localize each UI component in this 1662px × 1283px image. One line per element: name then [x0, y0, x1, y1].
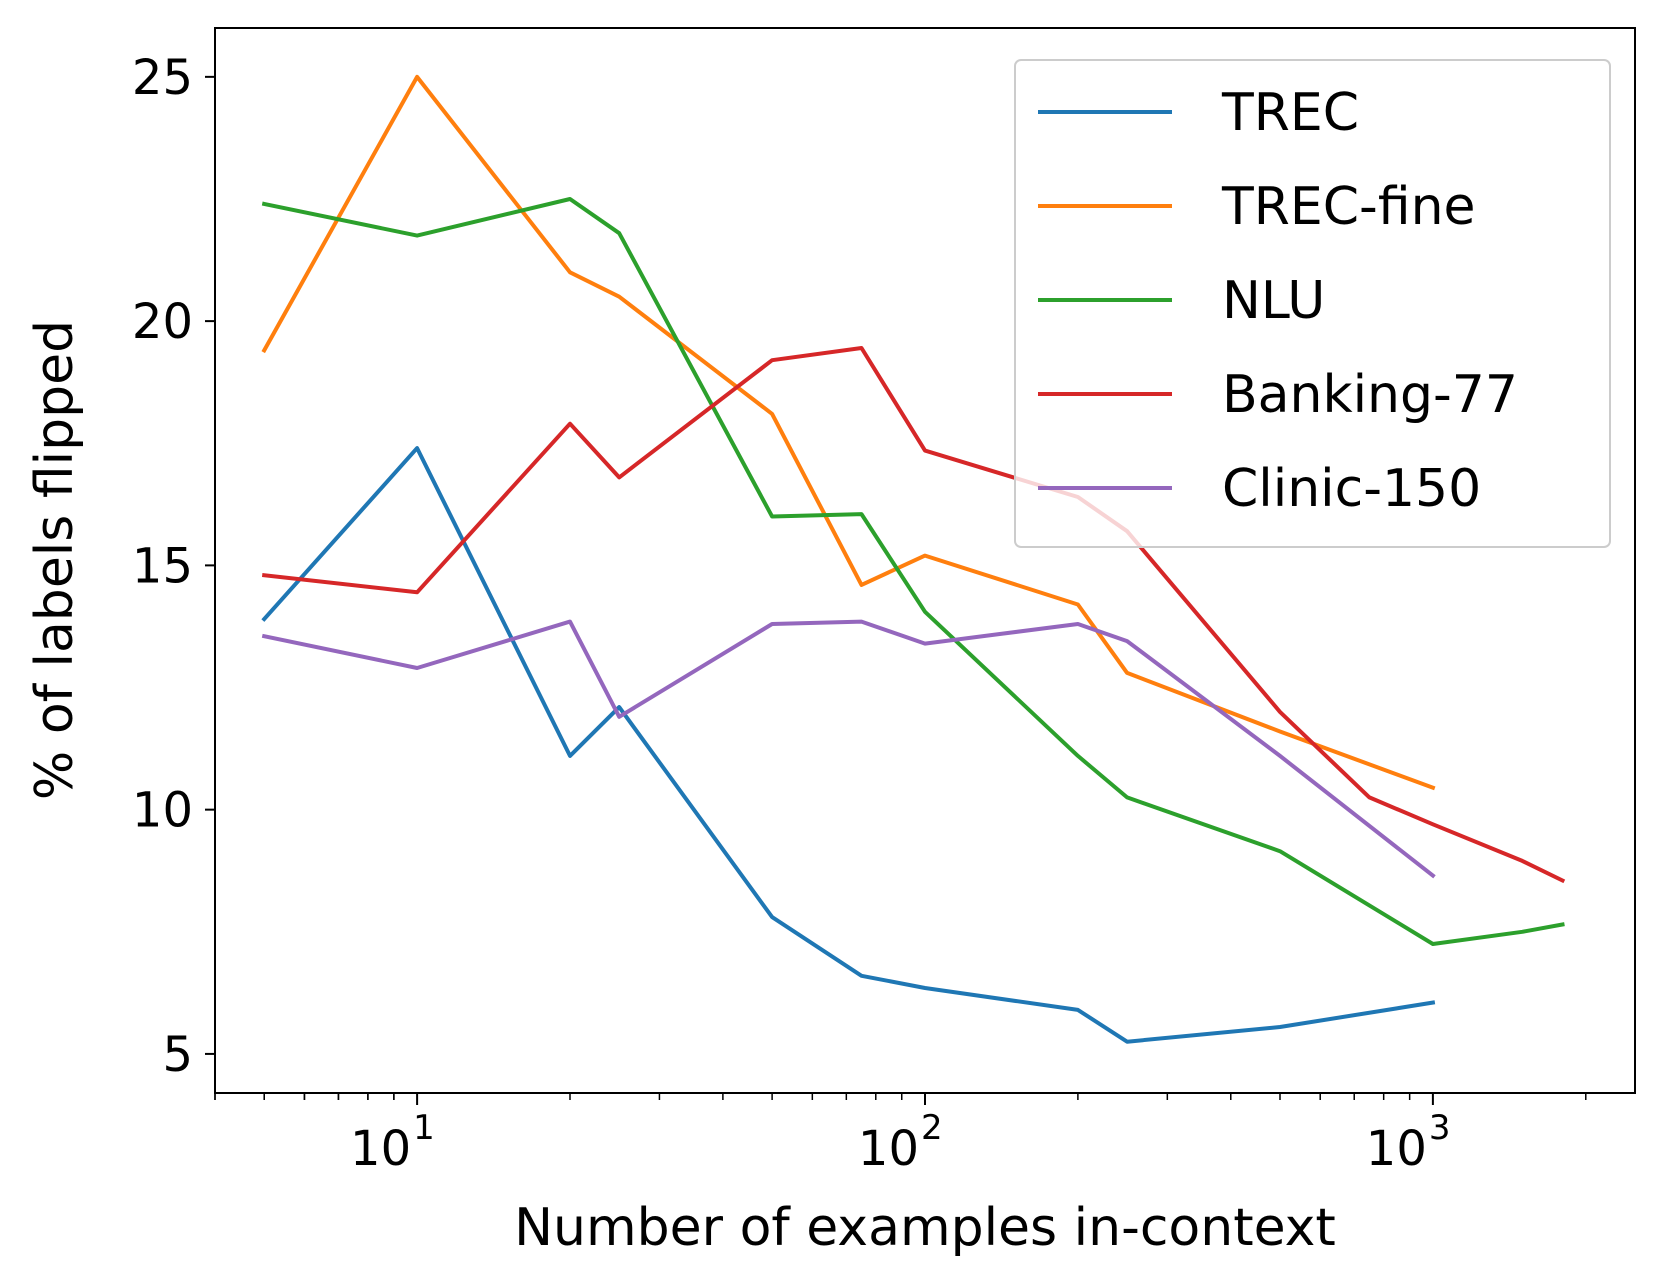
x-tick-exponent: 2	[921, 1108, 943, 1148]
x-tick-base: 10	[1366, 1121, 1427, 1177]
legend-label: Banking-77	[1222, 365, 1518, 425]
x-tick-label: 10 1	[350, 1108, 435, 1177]
x-tick-label: 10 2	[858, 1108, 943, 1177]
y-tick-label: 5	[162, 1027, 193, 1083]
legend: TREC TREC-fine NLU Banking-77 Clinic-150	[1014, 59, 1611, 548]
legend-label: TREC-fine	[1221, 177, 1476, 237]
x-axis-label: Number of examples in-context	[514, 1198, 1336, 1258]
x-tick-base: 10	[858, 1121, 919, 1177]
legend-box	[1014, 59, 1611, 548]
y-tick-label: 10	[132, 783, 193, 839]
legend-label: Clinic-150	[1222, 459, 1481, 519]
series-layer	[261, 74, 1566, 1044]
legend-label: TREC	[1221, 83, 1359, 143]
y-tick-label: 15	[132, 538, 193, 594]
series-line-3	[261, 346, 1566, 884]
x-tick-base: 10	[350, 1121, 411, 1177]
x-tick-exponent: 1	[413, 1108, 435, 1148]
series-line-4	[261, 619, 1436, 879]
y-tick-label: 20	[132, 294, 193, 350]
series-line-1	[261, 74, 1436, 791]
legend-label: NLU	[1222, 271, 1325, 331]
x-tick-label: 10 3	[1366, 1108, 1451, 1177]
y-tick-label: 25	[132, 50, 193, 106]
y-axis-label: % of labels flipped	[25, 320, 85, 800]
x-tick-exponent: 3	[1429, 1108, 1451, 1148]
series-line-0	[261, 446, 1436, 1044]
series-line-2	[261, 197, 1565, 946]
